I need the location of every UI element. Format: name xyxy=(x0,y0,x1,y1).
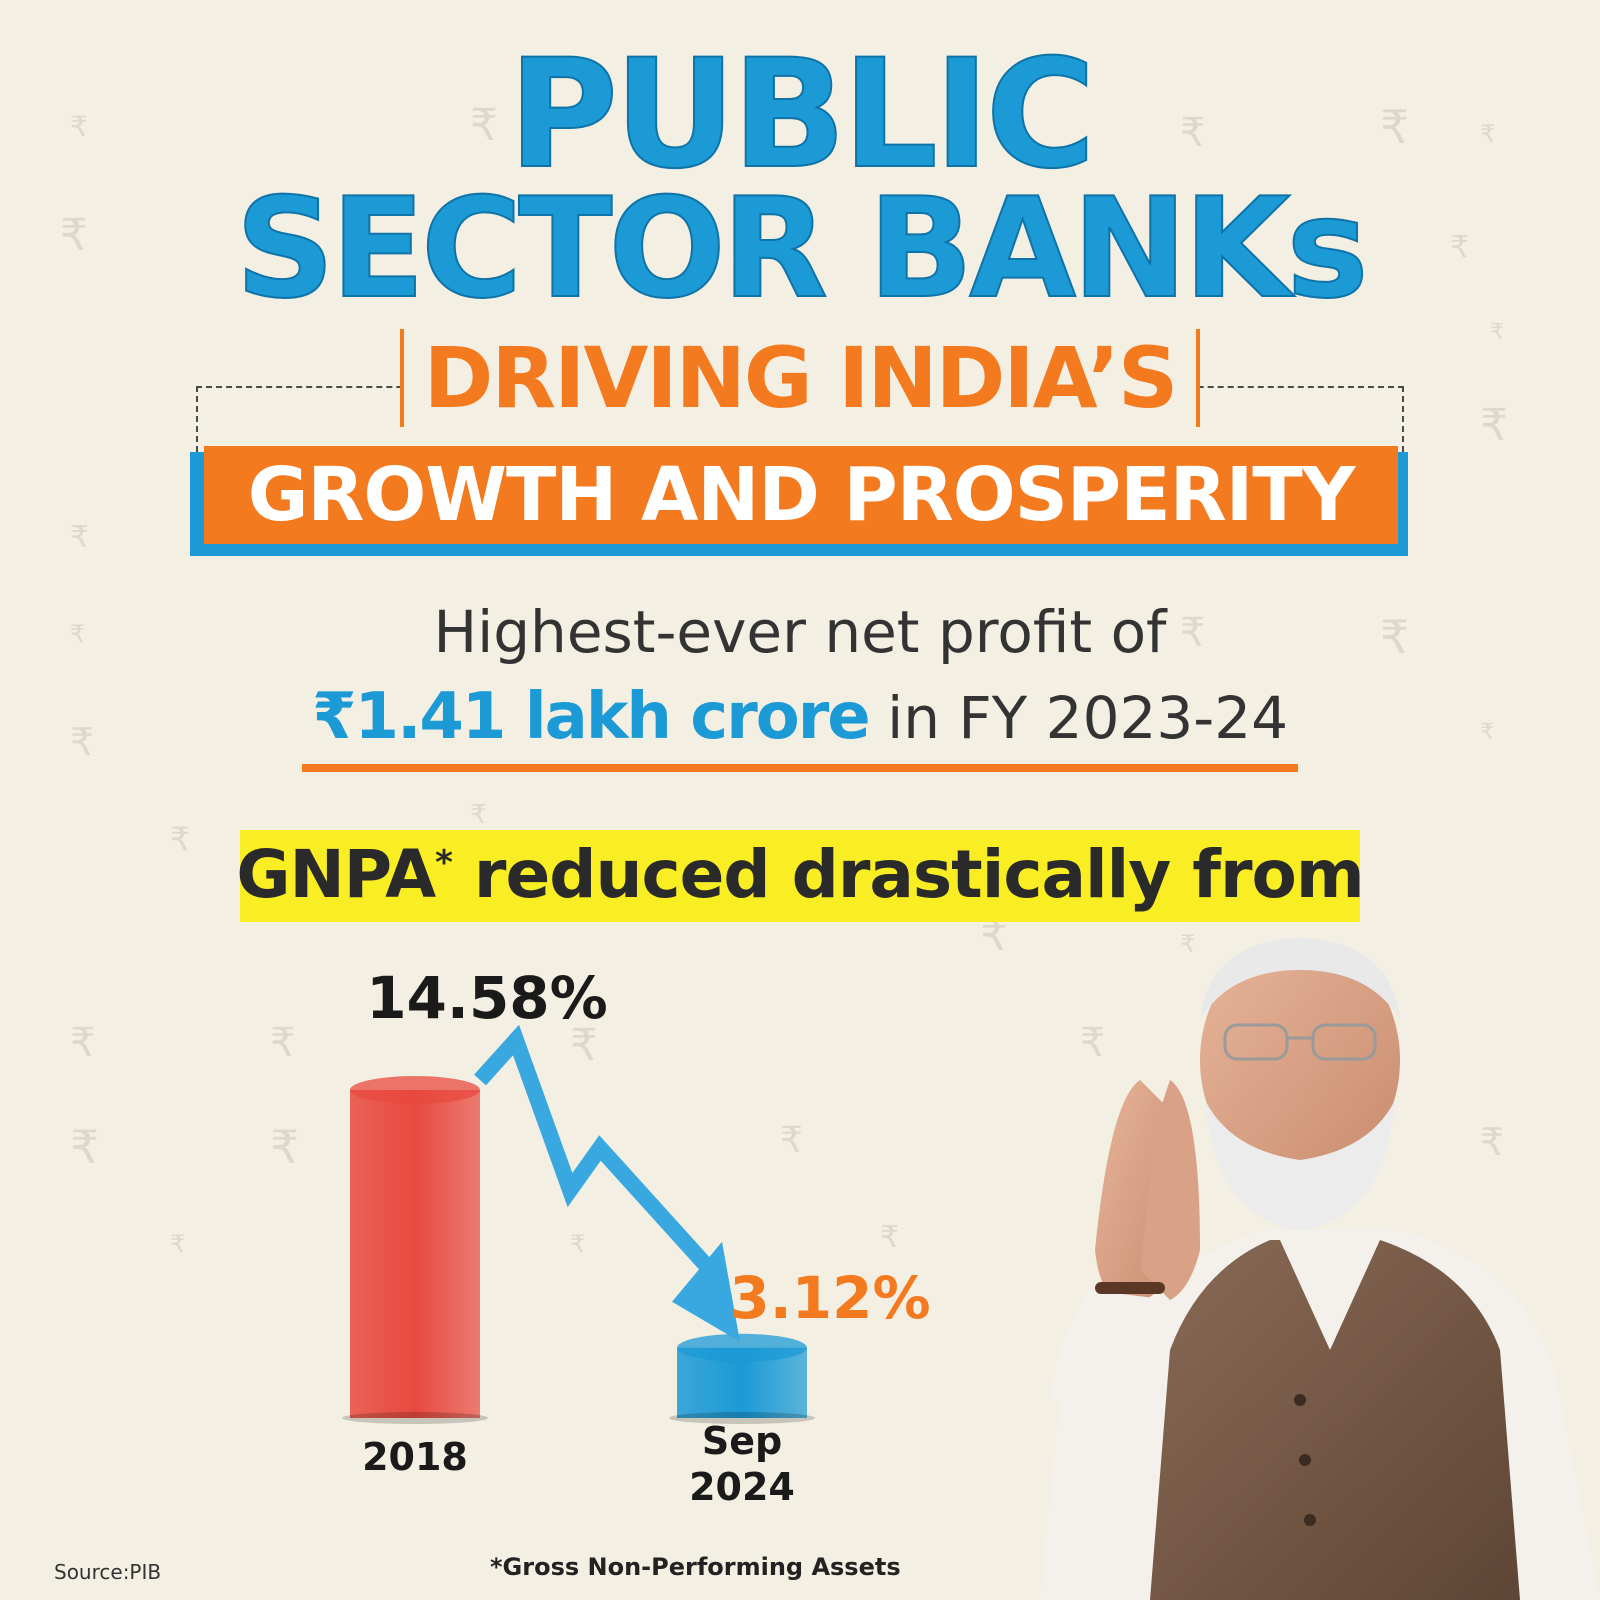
rupee-symbol: ₹ xyxy=(70,720,95,764)
rupee-symbol: ₹ xyxy=(60,210,88,261)
category-label-2018: 2018 xyxy=(362,1435,468,1479)
profit-period: in FY 2023-24 xyxy=(868,684,1288,752)
rupee-symbol: ₹ xyxy=(70,1120,100,1174)
rupee-symbol: ₹ xyxy=(70,1020,96,1066)
profit-underline xyxy=(302,764,1298,772)
bar-shadow-1 xyxy=(669,1412,815,1424)
bar-top-1 xyxy=(677,1333,807,1362)
rupee-symbol: ₹ xyxy=(170,820,191,858)
value-label-2018: 14.58% xyxy=(366,964,608,1032)
gnpa-rest: reduced drastically from xyxy=(473,836,1365,913)
trend-arrow-line xyxy=(474,1024,718,1278)
rupee-symbol: ₹ xyxy=(780,1120,803,1161)
rupee-symbol: ₹ xyxy=(1490,320,1504,345)
growth-band: GROWTH AND PROSPERITY xyxy=(204,446,1398,544)
profit-statement: Highest-ever net profit of xyxy=(433,598,1167,666)
bar-top-0 xyxy=(350,1076,480,1104)
gnpa-footnote-marker: * xyxy=(435,843,453,883)
headline-line-2: SECTOR BANKs xyxy=(234,168,1369,329)
rupee-symbol: ₹ xyxy=(570,1230,586,1258)
headline-line-1: PUBLIC xyxy=(507,28,1097,202)
source-credit: Source:PIB xyxy=(54,1560,162,1584)
profit-value-row: ₹1.41 lakh crore in FY 2023-24 xyxy=(0,680,1600,754)
rupee-symbol: ₹ xyxy=(570,1020,598,1071)
rupee-symbol: ₹ xyxy=(880,1220,900,1255)
rupee-symbol: ₹ xyxy=(270,1020,296,1066)
portrait-illustration xyxy=(1040,938,1600,1600)
rupee-symbol: ₹ xyxy=(70,520,90,555)
gnpa-label: GNPA xyxy=(236,836,436,913)
rupee-symbol: ₹ xyxy=(470,100,498,151)
profit-amount: ₹1.41 lakh crore xyxy=(312,680,871,754)
rupee-symbol: ₹ xyxy=(1380,100,1410,154)
rupee-symbol: ₹ xyxy=(1480,1120,1505,1164)
rupee-symbol: ₹ xyxy=(1080,1020,1106,1066)
bar-0 xyxy=(350,1090,480,1418)
rupee-symbol: ₹ xyxy=(1480,720,1494,745)
rupee-symbol: ₹ xyxy=(270,1120,300,1174)
rupee-symbol: ₹ xyxy=(170,1230,186,1258)
rupee-symbol: ₹ xyxy=(1180,110,1206,156)
rupee-symbol: ₹ xyxy=(70,110,88,143)
rupee-symbol: ₹ xyxy=(1380,610,1410,664)
trend-arrow-head xyxy=(672,1241,740,1342)
rupee-symbol: ₹ xyxy=(470,800,487,830)
rupee-symbol: ₹ xyxy=(1180,610,1206,656)
subheadline-driving-text: DRIVING INDIA’S xyxy=(399,329,1201,427)
bar-shadow-0 xyxy=(342,1412,488,1424)
growth-band-text: GROWTH AND PROSPERITY xyxy=(247,452,1356,538)
gnpa-highlight xyxy=(240,830,1360,922)
subheadline-driving: DRIVING INDIA’S xyxy=(0,329,1600,427)
value-label-sep-2024: 3.12% xyxy=(729,1264,930,1332)
gnpa-heading: GNPA* reduced drastically from xyxy=(0,836,1600,913)
rupee-symbol: ₹ xyxy=(1480,120,1496,148)
category-label-sep-2024: Sep 2024 xyxy=(689,1419,795,1509)
rupee-symbol: ₹ xyxy=(70,620,86,648)
rupee-symbol: ₹ xyxy=(1180,930,1196,958)
footnote: *Gross Non-Performing Assets xyxy=(490,1553,901,1581)
rupee-symbol: ₹ xyxy=(1450,230,1470,265)
rupee-symbol: ₹ xyxy=(1480,400,1508,451)
